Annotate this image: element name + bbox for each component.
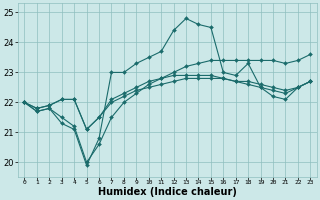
X-axis label: Humidex (Indice chaleur): Humidex (Indice chaleur): [98, 187, 237, 197]
